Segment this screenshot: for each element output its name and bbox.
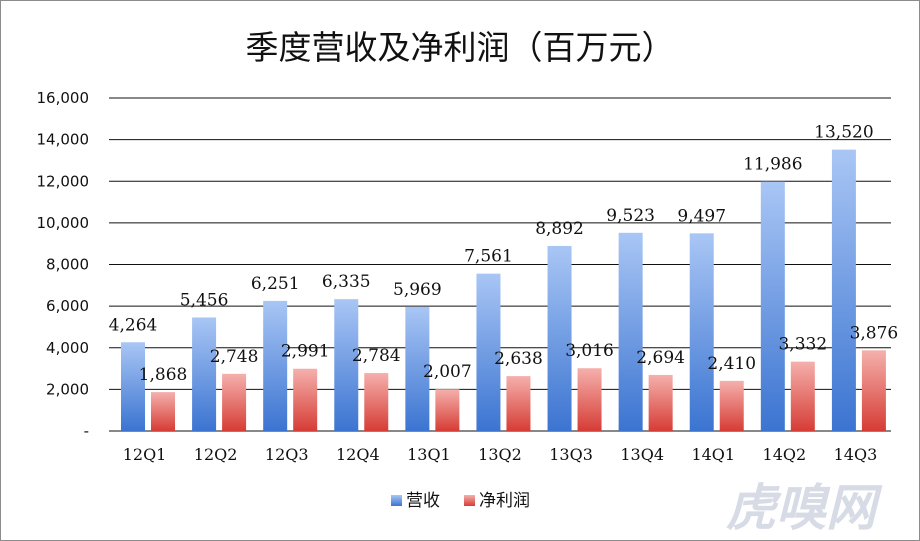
data-label: 7,561 xyxy=(464,247,513,267)
data-label: 9,497 xyxy=(677,206,726,226)
legend-swatch xyxy=(464,495,475,506)
net-profit-bar xyxy=(293,368,318,431)
y-tick-label: 14,000 xyxy=(37,131,90,149)
revenue-bar xyxy=(547,245,572,431)
data-label: 8,892 xyxy=(535,219,584,239)
revenue-bar xyxy=(405,306,430,431)
data-label: 2,007 xyxy=(423,362,472,382)
net-profit-bar xyxy=(222,373,247,431)
y-tick-label: 10,000 xyxy=(37,214,90,232)
y-tick-label: 2,000 xyxy=(46,380,89,398)
revenue-bar xyxy=(192,317,217,431)
net-profit-bar xyxy=(790,361,815,431)
legend-label: 净利润 xyxy=(479,491,530,511)
chart-title: 季度营收及净利润（百万元） xyxy=(246,28,675,67)
net-profit-bar xyxy=(506,376,531,431)
net-profit-bar xyxy=(719,380,744,431)
revenue-bar xyxy=(476,273,501,431)
net-profit-bar xyxy=(435,389,460,431)
data-label: 3,332 xyxy=(778,335,827,355)
x-tick-label: 14Q1 xyxy=(691,445,735,464)
data-label: 2,784 xyxy=(352,346,401,366)
data-label: 3,016 xyxy=(565,341,614,361)
x-tick-label: 12Q1 xyxy=(123,445,167,464)
data-label: 2,991 xyxy=(281,342,330,362)
net-profit-bar xyxy=(861,350,886,431)
data-label: 2,748 xyxy=(210,347,259,367)
y-tick-label: - xyxy=(84,422,89,440)
net-profit-bar xyxy=(577,368,602,431)
y-tick-label: 12,000 xyxy=(37,172,90,190)
data-label: 2,638 xyxy=(494,349,543,369)
data-label: 1,868 xyxy=(139,365,188,385)
y-tick-label: 4,000 xyxy=(46,339,89,357)
data-label: 3,876 xyxy=(850,323,899,343)
legend-label: 营收 xyxy=(406,491,440,511)
x-tick-label: 12Q3 xyxy=(265,445,309,464)
revenue-bar xyxy=(618,232,643,431)
revenue-bar xyxy=(334,299,359,431)
net-profit-bar xyxy=(151,392,175,431)
watermark-logo: 虎嗅网 xyxy=(726,479,883,537)
legend-swatch xyxy=(391,495,402,506)
data-label: 9,523 xyxy=(606,206,655,226)
data-label: 6,251 xyxy=(251,274,300,294)
y-tick-label: 16,000 xyxy=(37,89,90,107)
revenue-bar xyxy=(121,342,145,431)
revenue-bar xyxy=(689,233,714,431)
data-label: 6,335 xyxy=(322,272,371,292)
x-tick-label: 13Q3 xyxy=(549,445,593,464)
data-label: 5,456 xyxy=(180,290,229,310)
x-tick-label: 12Q2 xyxy=(194,445,238,464)
y-tick-label: 8,000 xyxy=(46,256,89,274)
data-label: 2,694 xyxy=(636,348,685,368)
net-profit-bar xyxy=(648,374,673,431)
x-tick-label: 14Q3 xyxy=(834,445,878,464)
data-label: 5,969 xyxy=(393,280,442,300)
x-tick-label: 13Q2 xyxy=(478,445,522,464)
x-tick-label: 13Q1 xyxy=(407,445,451,464)
data-label: 4,264 xyxy=(109,315,158,335)
y-tick-label: 6,000 xyxy=(46,297,89,315)
x-tick-label: 14Q2 xyxy=(763,445,807,464)
data-label: 11,986 xyxy=(743,155,802,175)
revenue-bar xyxy=(831,149,856,432)
data-label: 13,520 xyxy=(814,123,873,143)
revenue-bar xyxy=(760,181,785,431)
net-profit-bar xyxy=(364,373,389,431)
revenue-bar xyxy=(263,300,288,431)
x-tick-label: 12Q4 xyxy=(336,445,380,464)
data-label: 2,410 xyxy=(707,354,756,374)
x-tick-label: 13Q4 xyxy=(620,445,664,464)
